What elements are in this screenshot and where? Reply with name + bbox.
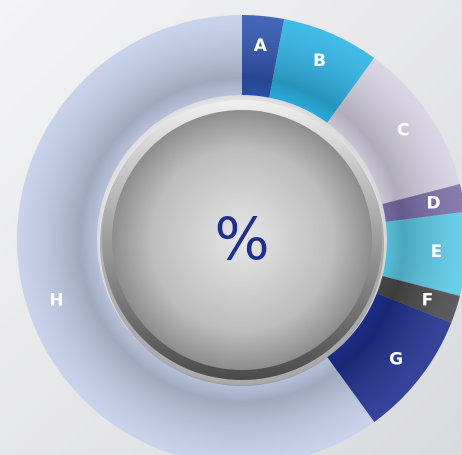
slice-label: E bbox=[431, 242, 443, 262]
slice-label: A bbox=[254, 36, 268, 56]
slice-label: G bbox=[389, 350, 403, 370]
slice-label: F bbox=[422, 290, 434, 310]
slice-label: C bbox=[397, 120, 409, 140]
knob bbox=[112, 110, 372, 370]
slice-label: H bbox=[49, 290, 63, 310]
slice-label: B bbox=[313, 51, 326, 71]
center-label: % bbox=[214, 205, 269, 273]
slice-label: D bbox=[426, 193, 440, 213]
